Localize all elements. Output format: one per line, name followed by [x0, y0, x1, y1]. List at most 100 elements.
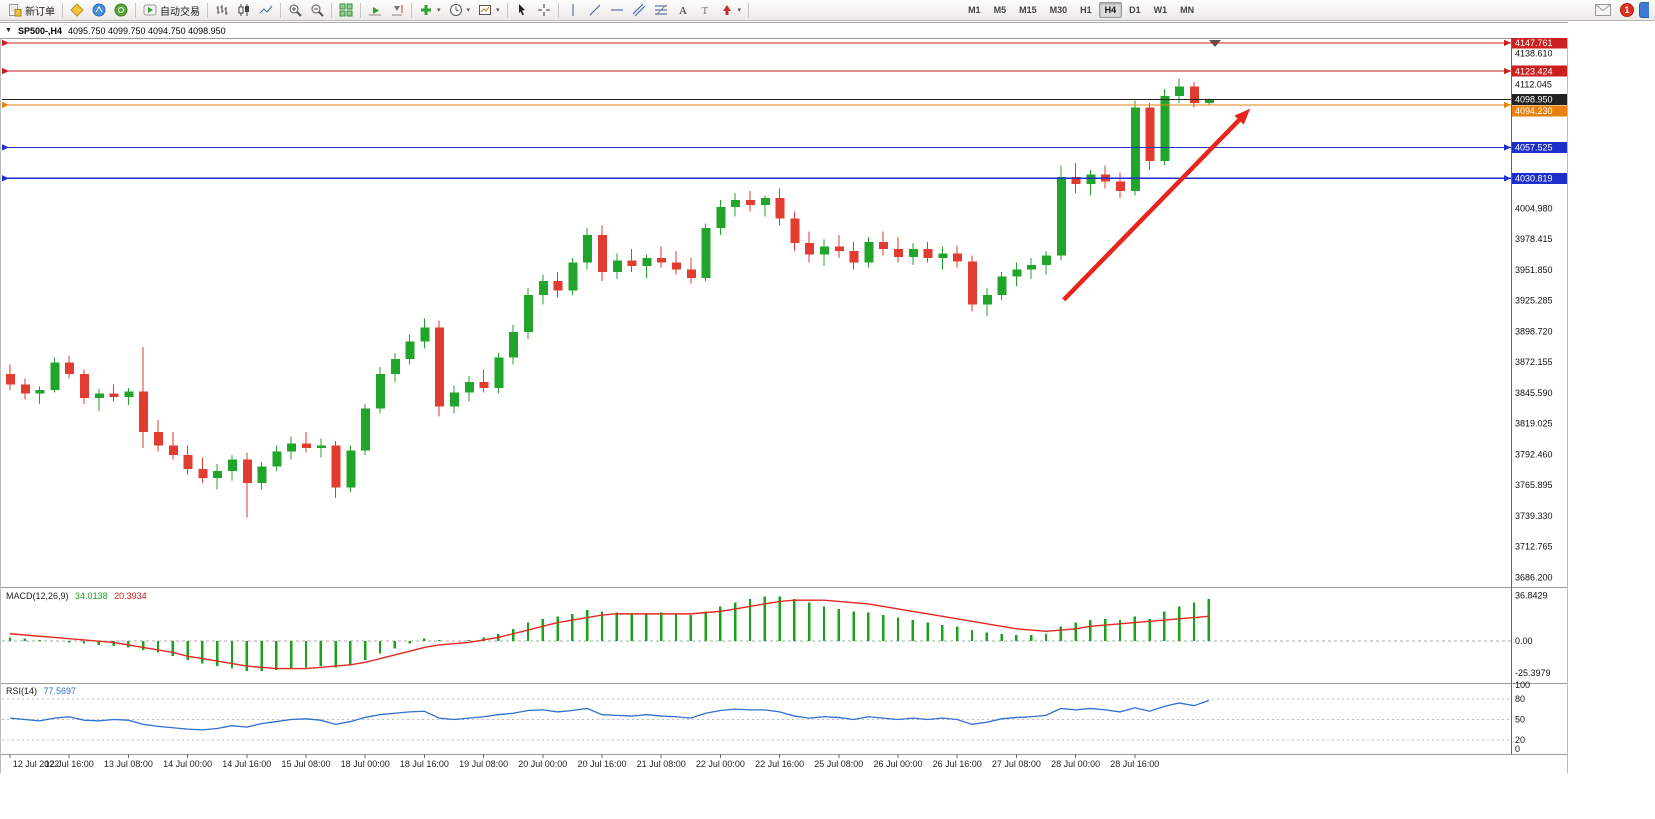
toolbar-separator — [62, 2, 63, 18]
main-toolbar: 新订单 自动交易 ▾ ▾ ▾ A T ▾ M1 M5 M15 M30 H1 H4 D1 W1 MN 1 — [0, 0, 1655, 21]
fibonacci-button[interactable] — [650, 0, 672, 20]
line-chart-button[interactable] — [255, 0, 277, 20]
macd-main-value: 34.0138 — [75, 591, 108, 601]
toolbar-buttons: 新订单 自动交易 ▾ ▾ ▾ A T ▾ M1 M5 M15 M30 H1 H4 D1 W1 MN — [4, 0, 1200, 20]
macd-signal-value: 20.3934 — [114, 591, 147, 601]
svg-text:3686.200: 3686.200 — [1515, 573, 1553, 583]
timeframe-m30-button[interactable]: M30 — [1049, 5, 1068, 15]
chart-title-bar: ▼ SP500-,H4 4095.750 4099.750 4094.750 4… — [0, 23, 1568, 38]
vertical-line-button[interactable] — [562, 0, 584, 20]
community-button[interactable] — [110, 0, 132, 20]
svg-text:22 Jul 00:00: 22 Jul 00:00 — [696, 759, 745, 769]
toolbar-separator — [748, 2, 750, 18]
svg-text:50: 50 — [1515, 715, 1525, 725]
new-order-button-label: 新订单 — [25, 6, 55, 18]
toolbar-separator — [506, 2, 508, 18]
svg-text:A: A — [679, 5, 687, 17]
channel-button[interactable] — [628, 0, 650, 20]
zoom-in-button[interactable] — [284, 0, 306, 20]
crosshair-button[interactable] — [533, 0, 555, 20]
svg-text:4094.230: 4094.230 — [1515, 106, 1553, 116]
templates-button[interactable]: ▾ — [474, 0, 504, 20]
dropdown-caret-icon: ▾ — [737, 7, 742, 14]
svg-text:0: 0 — [1515, 744, 1520, 754]
mobile-app-button[interactable] — [1639, 2, 1649, 18]
zoom-in-icon — [288, 3, 302, 17]
new-order-icon — [8, 3, 22, 17]
auto-scroll-icon — [368, 3, 382, 17]
arrows-icon — [720, 3, 734, 17]
autotrading-icon — [143, 3, 157, 17]
chart-canvas[interactable]: 4138.610 4112.045 4004.980 3978.415 3951.850… — [0, 38, 1568, 773]
svg-text:-25.3979: -25.3979 — [1515, 668, 1551, 678]
svg-text:4138.610: 4138.610 — [1515, 49, 1553, 59]
svg-text:25 Jul 08:00: 25 Jul 08:00 — [814, 759, 863, 769]
svg-text:4147.761: 4147.761 — [1515, 38, 1553, 48]
timeframe-mn-button[interactable]: MN — [1180, 5, 1195, 15]
svg-text:19 Jul 08:00: 19 Jul 08:00 — [459, 759, 508, 769]
timeframe-m5-button[interactable]: M5 — [993, 5, 1007, 15]
zoom-out-button[interactable] — [306, 0, 328, 20]
metaeditor-button[interactable] — [66, 0, 88, 20]
svg-text:3845.590: 3845.590 — [1515, 388, 1553, 398]
periods-button[interactable]: ▾ — [445, 0, 475, 20]
candlestick-chart-button[interactable] — [233, 0, 255, 20]
autotrading-button-label: 自动交易 — [160, 6, 200, 18]
dropdown-caret-icon: ▾ — [437, 7, 441, 14]
arrows-button[interactable]: ▾ — [716, 0, 746, 20]
community-icon — [114, 3, 128, 17]
mail-button[interactable] — [1591, 0, 1615, 20]
svg-text:4123.424: 4123.424 — [1515, 66, 1553, 76]
bar-chart-button[interactable] — [211, 0, 233, 20]
svg-text:80: 80 — [1515, 694, 1525, 704]
label-button[interactable]: T — [694, 0, 716, 20]
toolbar-separator — [360, 2, 361, 18]
timeframe-h4-button[interactable]: H4 — [1098, 2, 1123, 18]
cursor-button[interactable] — [511, 0, 533, 20]
market-button[interactable] — [88, 0, 110, 20]
trendline-button[interactable] — [584, 0, 606, 20]
svg-text:13 Jul 08:00: 13 Jul 08:00 — [104, 759, 153, 769]
svg-text:22 Jul 16:00: 22 Jul 16:00 — [755, 759, 804, 769]
macd-title: MACD(12,26,9) — [6, 591, 69, 601]
timeframe-w1-button[interactable]: W1 — [1153, 5, 1168, 15]
text-button[interactable]: A — [672, 0, 694, 20]
svg-text:20 Jul 16:00: 20 Jul 16:00 — [577, 759, 626, 769]
timeframe-h1-button[interactable]: H1 — [1080, 5, 1092, 15]
vline-icon — [566, 3, 580, 17]
svg-text:3898.720: 3898.720 — [1515, 326, 1553, 336]
svg-text:18 Jul 00:00: 18 Jul 00:00 — [341, 759, 390, 769]
timeframe-m15-button[interactable]: M15 — [1019, 5, 1037, 15]
svg-text:28 Jul 00:00: 28 Jul 00:00 — [1051, 759, 1100, 769]
toolbar-separator — [207, 2, 208, 18]
svg-text:3819.025: 3819.025 — [1515, 419, 1553, 429]
auto-scroll-button[interactable] — [364, 0, 386, 20]
new-order-button[interactable]: 新订单 — [4, 0, 59, 20]
tile-icon — [339, 3, 353, 17]
symbol-dropdown-icon[interactable]: ▼ — [5, 27, 12, 34]
timeframe-d1-button[interactable]: D1 — [1129, 5, 1141, 15]
svg-text:18 Jul 16:00: 18 Jul 16:00 — [400, 759, 449, 769]
rsi-value: 77.5697 — [43, 686, 77, 696]
notification-badge[interactable]: 1 — [1620, 3, 1634, 17]
hline-icon — [610, 3, 624, 17]
autotrading-button[interactable]: 自动交易 — [139, 0, 204, 20]
horizontal-line-button[interactable] — [606, 0, 628, 20]
tile-windows-button[interactable] — [335, 0, 357, 20]
svg-text:27 Jul 08:00: 27 Jul 08:00 — [992, 759, 1041, 769]
indicators-button[interactable]: ▾ — [415, 0, 445, 20]
trendline-icon — [588, 3, 602, 17]
svg-text:4030.819: 4030.819 — [1515, 174, 1553, 184]
toolbar-right-icons: 1 — [1591, 0, 1651, 20]
line-icon — [259, 3, 273, 17]
svg-text:21 Jul 08:00: 21 Jul 08:00 — [637, 759, 686, 769]
svg-text:3765.895: 3765.895 — [1515, 480, 1553, 490]
fibo-icon — [654, 3, 668, 17]
rsi-label: RSI(14) 77.5697 — [6, 686, 76, 696]
timeframe-m1-button[interactable]: M1 — [968, 5, 981, 15]
dropdown-caret-icon: ▾ — [496, 7, 500, 14]
chart-shift-button[interactable] — [386, 0, 408, 20]
macd-label: MACD(12,26,9) 34.0138 20.3934 — [6, 591, 147, 601]
timeframe-group: M1 M5 M15 M30 H1 H4 D1 W1 MN — [962, 2, 1200, 18]
svg-text:3872.155: 3872.155 — [1515, 357, 1553, 367]
